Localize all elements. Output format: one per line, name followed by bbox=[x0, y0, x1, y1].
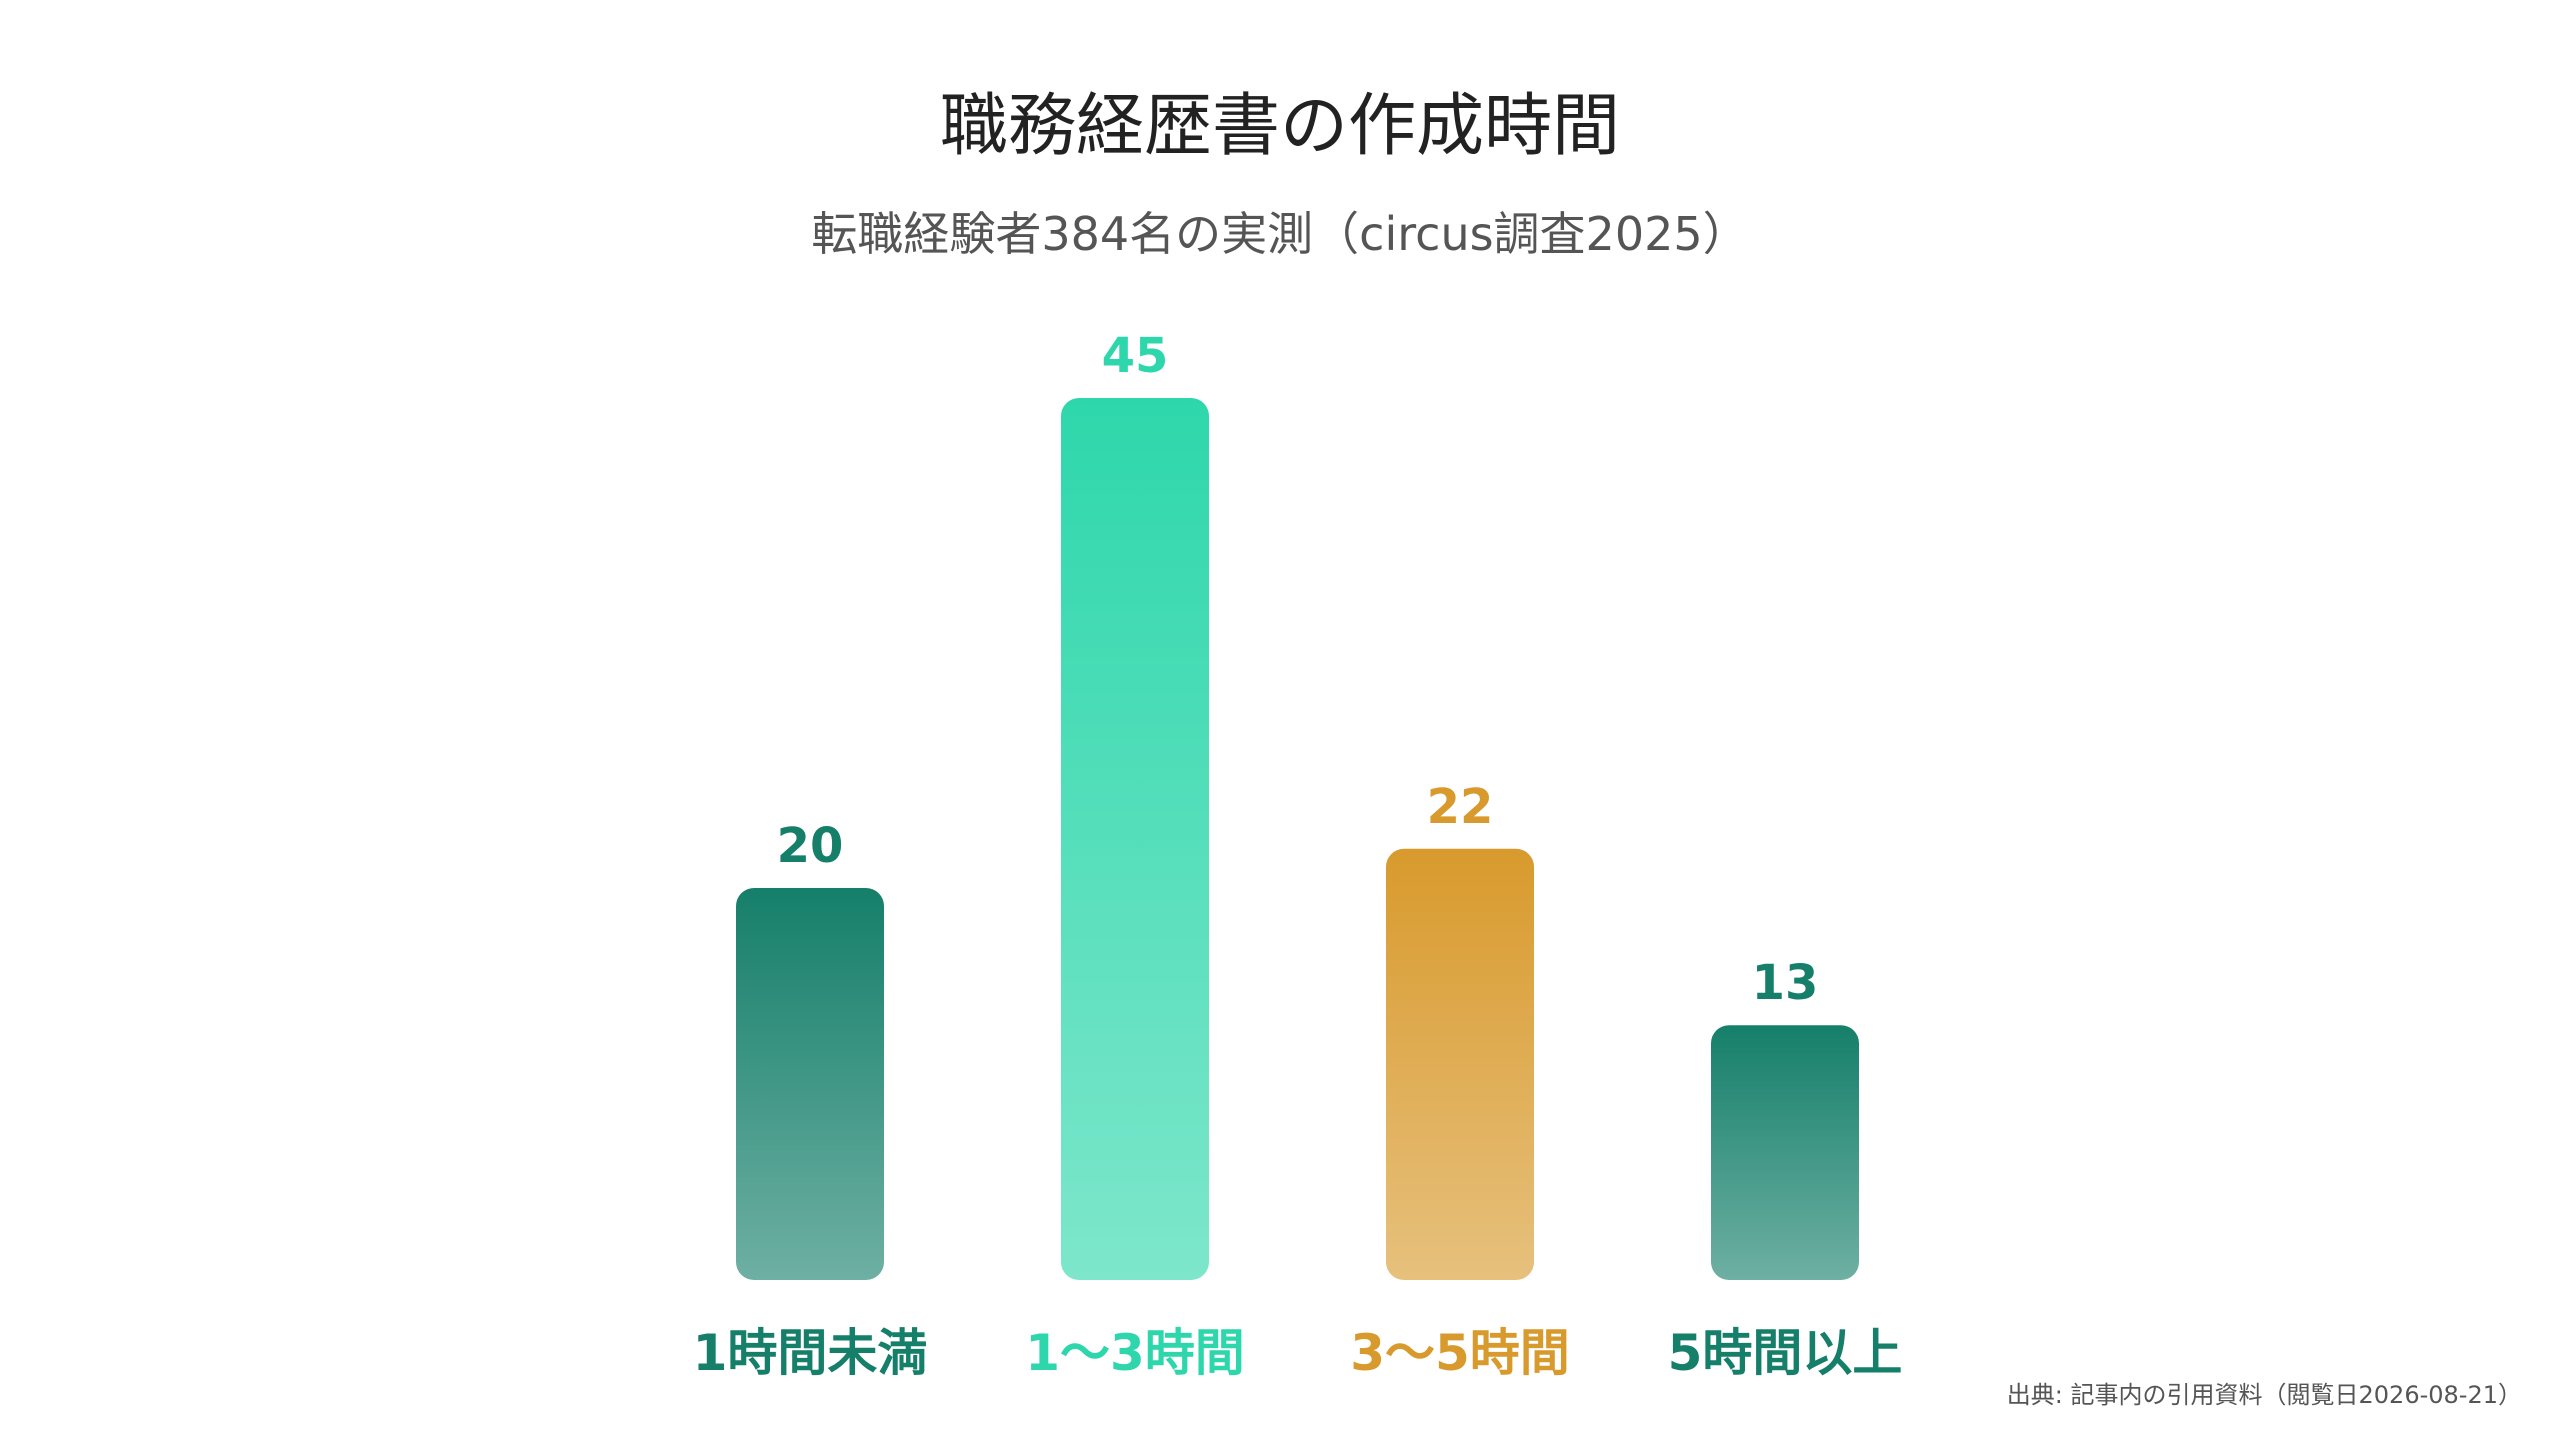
category-label-2: 1〜3時間 bbox=[1025, 1324, 1245, 1382]
source-note: 出典: 記事内の引用資料（閲覧日2026-08-21） bbox=[2006, 1381, 2522, 1409]
bar-3 bbox=[1386, 848, 1534, 1280]
bar-1 bbox=[736, 888, 884, 1280]
category-label-1: 1時間未満 bbox=[693, 1324, 928, 1382]
chart-subtitle: 転職経験者384名の実測（circus調査2025） bbox=[811, 207, 1749, 261]
bar-value-label-2: 45 bbox=[1102, 328, 1169, 384]
bar-value-label-4: 13 bbox=[1752, 955, 1819, 1011]
category-label-3: 3〜5時間 bbox=[1350, 1324, 1570, 1382]
chart-title: 職務経歴書の作成時間 bbox=[939, 87, 1620, 166]
category-label-4: 5時間以上 bbox=[1668, 1324, 1903, 1382]
bar-2 bbox=[1061, 398, 1209, 1280]
bar-value-label-1: 20 bbox=[777, 818, 844, 874]
bar-value-label-3: 22 bbox=[1427, 779, 1494, 835]
bar-4 bbox=[1711, 1025, 1859, 1280]
